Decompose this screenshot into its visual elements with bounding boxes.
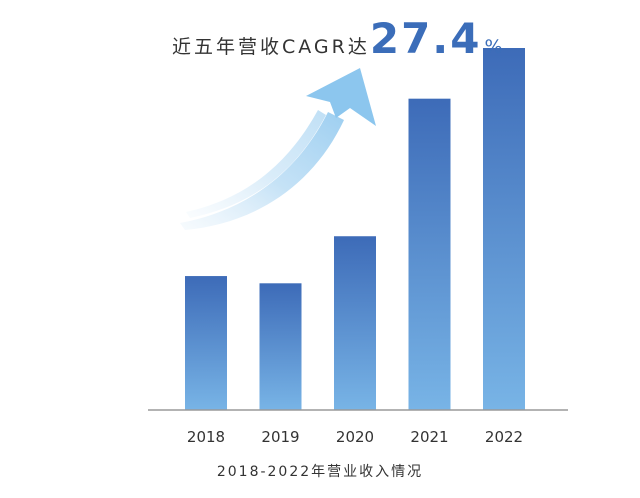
- cagr-headline: 近五年营收CAGR达27.4%: [172, 14, 503, 63]
- bar-2020: [334, 236, 376, 410]
- cagr-unit: %: [484, 36, 503, 58]
- x-tick-2020: 2020: [336, 428, 374, 446]
- bar-2022: [483, 48, 525, 410]
- bar-2019: [259, 283, 302, 410]
- bar-2018: [185, 276, 227, 410]
- cagr-value: 27.4: [369, 14, 482, 63]
- x-tick-labels: 2018 2019 2020 2021 2022: [187, 428, 523, 446]
- bar-2021: [408, 98, 451, 411]
- x-tick-2019: 2019: [261, 428, 299, 446]
- x-tick-2022: 2022: [485, 428, 523, 446]
- chart-caption: 2018-2022年营业收入情况: [216, 464, 424, 480]
- headline-lead: 近五年营收CAGR达: [172, 36, 370, 58]
- bars-group: [185, 48, 525, 411]
- growth-arrow-icon: [180, 68, 376, 230]
- x-tick-2021: 2021: [410, 428, 448, 446]
- x-tick-2018: 2018: [187, 428, 225, 446]
